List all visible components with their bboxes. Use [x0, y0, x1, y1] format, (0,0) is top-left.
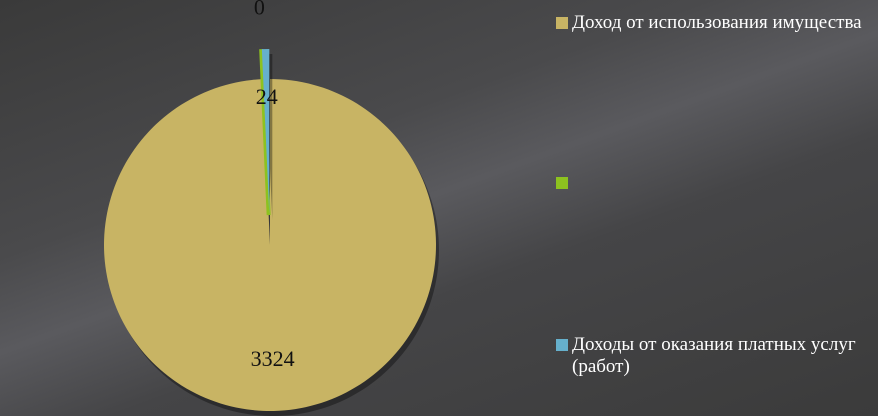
- legend-swatch: [556, 17, 568, 29]
- legend-item: Доход от использования имущества: [556, 12, 878, 34]
- legend-swatch: [556, 177, 568, 189]
- data-label: 0: [254, 0, 265, 19]
- data-label: 24: [256, 84, 278, 109]
- pie-slice: [259, 49, 271, 216]
- legend-label: Доходы от оказания платных услуг (работ): [572, 334, 856, 377]
- legend-swatch: [556, 339, 568, 351]
- legend-item: Доходы от оказания платных услуг (работ): [556, 334, 878, 378]
- pie-slice: [103, 79, 436, 411]
- legend-label: Доход от использования имущества: [572, 12, 862, 33]
- data-label: 3324: [251, 346, 295, 371]
- pie-slice: [261, 49, 270, 216]
